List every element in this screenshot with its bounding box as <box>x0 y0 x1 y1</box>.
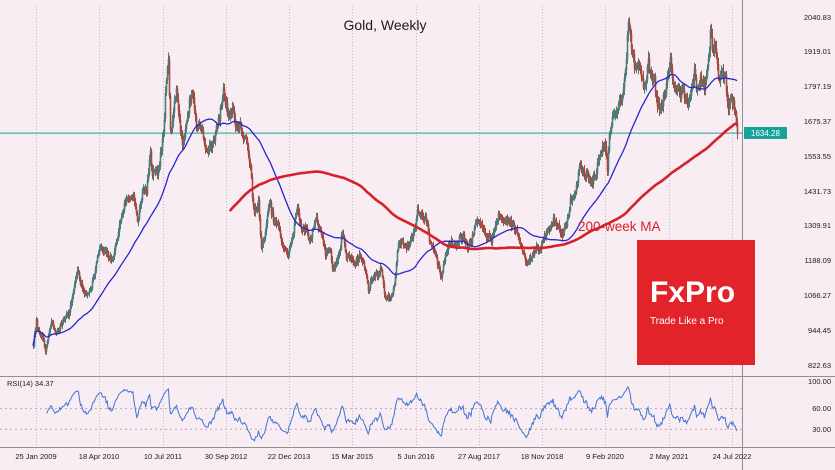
fxpro-logo-tagline: Trade Like a Pro <box>650 316 724 327</box>
ma-annotation-label: 200-week MA <box>578 219 661 234</box>
rsi-line <box>46 385 738 442</box>
candlestick-series <box>32 17 739 355</box>
current-price-tag: 1634.28 <box>744 127 787 139</box>
chart-title: Gold, Weekly <box>343 17 427 33</box>
rsi-indicator-label: RSI(14) 34.37 <box>7 379 54 388</box>
ma200-line <box>228 121 738 251</box>
fxpro-logo: FxPro Trade Like a Pro <box>637 240 755 365</box>
ma50-line <box>32 73 738 346</box>
fxpro-logo-text: FxPro <box>650 276 736 309</box>
